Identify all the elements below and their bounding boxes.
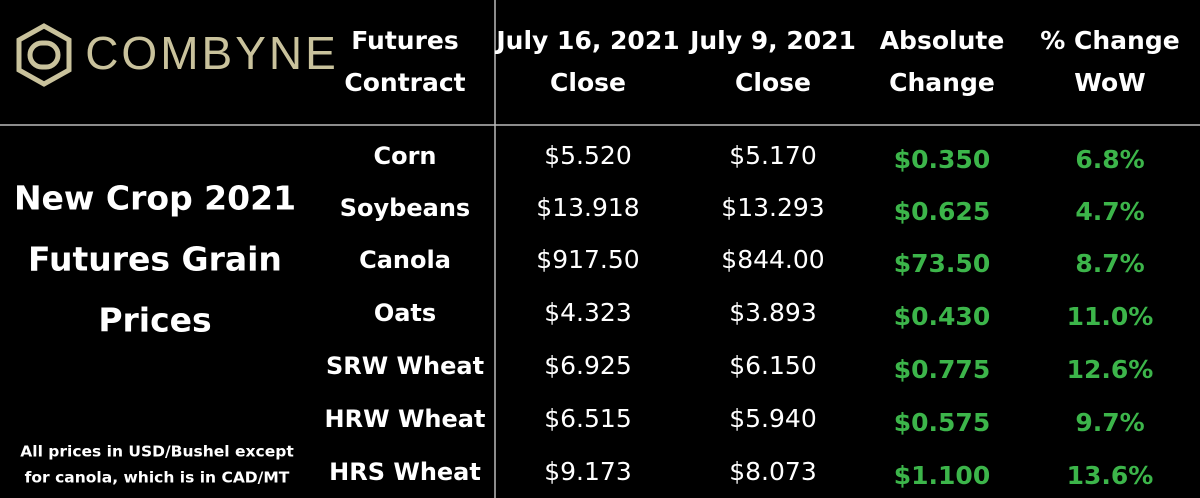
- cell: 6.8%: [1075, 145, 1144, 174]
- cell: $4.323: [544, 298, 631, 327]
- cell: 13.6%: [1067, 461, 1154, 490]
- column-header: July 16, 2021: [494, 26, 679, 55]
- cell: $1.100: [894, 461, 990, 490]
- cell: $73.50: [894, 249, 990, 278]
- cell: 8.7%: [1075, 249, 1144, 278]
- column-header: % Change: [1040, 26, 1179, 55]
- column-header: Futures: [351, 26, 459, 55]
- logo-text: COMBYNE: [85, 27, 339, 79]
- cell: $0.625: [894, 197, 990, 226]
- column-header: Contract: [344, 68, 465, 97]
- cell: $8.073: [729, 457, 816, 486]
- row-label: HRS Wheat: [329, 458, 481, 486]
- row-label: Canola: [359, 246, 451, 274]
- cell: $0.350: [894, 145, 990, 174]
- cell: $844.00: [721, 245, 824, 274]
- row-label: Oats: [374, 299, 436, 327]
- cell: $0.775: [894, 355, 990, 384]
- cell: 9.7%: [1075, 408, 1144, 437]
- footnote: for canola, which is in CAD/MT: [25, 469, 290, 487]
- cell: $5.170: [729, 141, 816, 170]
- row-label: Corn: [373, 142, 436, 170]
- column-header: Change: [889, 68, 995, 97]
- cell: $13.293: [721, 193, 824, 222]
- row-label: HRW Wheat: [325, 405, 486, 433]
- footnote: All prices in USD/Bushel except: [20, 443, 294, 461]
- cell: $6.150: [729, 351, 816, 380]
- cell: $5.940: [729, 404, 816, 433]
- side-title: Prices: [98, 301, 211, 340]
- column-header: Close: [550, 68, 626, 97]
- cell: $5.520: [544, 141, 631, 170]
- cell: 4.7%: [1075, 197, 1144, 226]
- cell: $3.893: [729, 298, 816, 327]
- cell: $0.430: [894, 302, 990, 331]
- side-title: Futures Grain: [28, 240, 282, 279]
- cell: $9.173: [544, 457, 631, 486]
- cell: 12.6%: [1067, 355, 1154, 384]
- row-label: Soybeans: [340, 194, 470, 222]
- column-header: WoW: [1074, 68, 1145, 97]
- logo-icon: [16, 23, 72, 87]
- cell: $6.515: [544, 404, 631, 433]
- column-header: July 9, 2021: [688, 26, 856, 55]
- side-title: New Crop 2021: [14, 179, 296, 218]
- column-header: Absolute: [880, 26, 1005, 55]
- cell: $0.575: [894, 408, 990, 437]
- cell: $6.925: [544, 351, 631, 380]
- cell: $917.50: [536, 245, 639, 274]
- row-label: SRW Wheat: [326, 352, 484, 380]
- cell: $13.918: [536, 193, 639, 222]
- cell: 11.0%: [1067, 302, 1154, 331]
- column-header: Close: [735, 68, 811, 97]
